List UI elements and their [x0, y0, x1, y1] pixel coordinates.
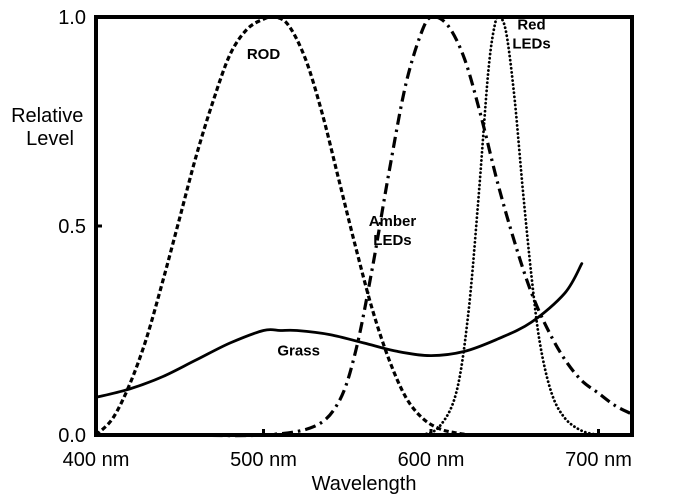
- x-tick-label: 500 nm: [230, 449, 297, 471]
- x-tick-label: 700 nm: [565, 449, 632, 471]
- annotation-label: Amber LEDs: [369, 213, 417, 249]
- annotation-line: LEDs: [373, 232, 411, 249]
- y-tick-label: 0.0: [58, 425, 86, 447]
- series-line-amber-leds: [188, 15, 633, 438]
- annotation-line: Grass: [277, 343, 320, 360]
- series-line-red-leds: [421, 14, 600, 437]
- x-tick-label: 600 nm: [398, 449, 465, 471]
- y-axis-label-line-1: Relative: [11, 105, 83, 127]
- annotation-label: ROD: [247, 46, 281, 63]
- y-tick-label: 1.0: [58, 7, 86, 29]
- series-layer: [94, 14, 633, 438]
- annotation-line: Red: [517, 17, 545, 34]
- annotation-line: Amber: [369, 213, 417, 230]
- annotation-line: LEDs: [512, 36, 550, 53]
- y-axis-label: Relative Level: [11, 105, 89, 150]
- x-tick-label: 400 nm: [63, 449, 130, 471]
- y-tick-label: 0.5: [58, 216, 86, 238]
- annotation-line: ROD: [247, 46, 281, 63]
- axis-ticks: 400 nm 500 nm 600 nm 700 nm 0.0 0.5 1.0: [58, 7, 632, 471]
- annotation-label: Grass: [277, 343, 320, 360]
- annotation-label: Red LEDs: [512, 17, 550, 53]
- x-axis-label: Wavelength: [312, 473, 417, 495]
- y-axis-label-line-2: Level: [26, 128, 74, 150]
- annotation-layer: ROD Amber LEDs Red LEDs Grass: [247, 17, 551, 360]
- series-line-rod: [94, 15, 490, 437]
- series-line-grass: [94, 262, 584, 399]
